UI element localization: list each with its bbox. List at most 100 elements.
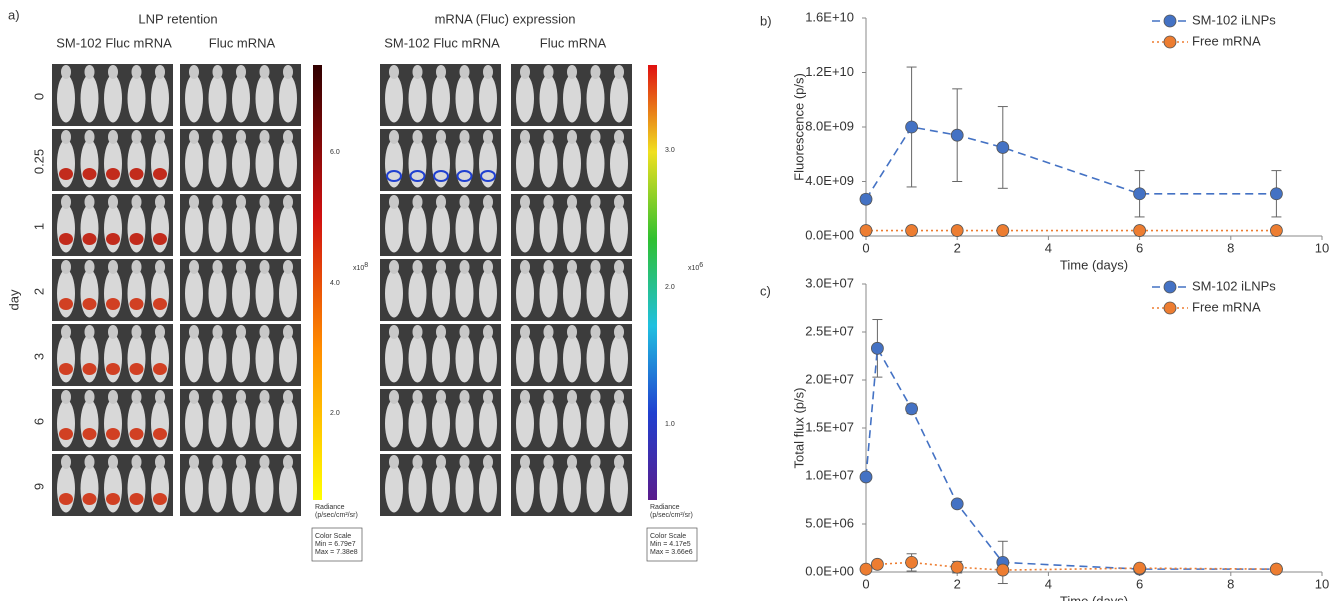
mouse	[151, 204, 169, 253]
mouse	[455, 204, 474, 253]
mouse	[279, 399, 297, 448]
mouse	[455, 139, 474, 188]
signal	[106, 298, 120, 310]
mouse-head	[567, 260, 577, 274]
mouse-head	[155, 260, 165, 274]
signal	[456, 170, 473, 182]
mouse	[479, 204, 497, 253]
mouse	[586, 464, 605, 513]
colorbar-unit: (p/sec/cm²/sr)	[650, 512, 693, 519]
signal	[82, 363, 97, 375]
mouse-head	[459, 65, 470, 79]
mouse-head	[61, 390, 71, 404]
mouse-head	[459, 390, 470, 404]
mouse-head	[614, 390, 624, 404]
marker	[905, 120, 918, 134]
signal	[59, 363, 73, 375]
mouse-head	[567, 130, 577, 144]
mouse	[151, 74, 169, 123]
mouse-head	[212, 65, 223, 79]
mouse	[104, 74, 122, 123]
mouse	[104, 269, 122, 318]
mouse-head	[108, 390, 118, 404]
marker	[1270, 187, 1283, 201]
mouse	[232, 139, 250, 188]
mouse	[610, 139, 628, 188]
mouse	[385, 204, 403, 253]
marker	[905, 224, 918, 237]
mouse-head	[483, 390, 493, 404]
signal	[82, 493, 97, 505]
mouse-head	[236, 65, 246, 79]
mouse	[255, 269, 274, 318]
mouse-head	[543, 130, 554, 144]
mouse	[127, 269, 146, 318]
mouse	[208, 399, 227, 448]
mouse	[127, 464, 146, 513]
scale-box-text: Max = 7.38e8	[315, 549, 358, 556]
mouse	[80, 399, 99, 448]
mouse	[408, 399, 427, 448]
mouse-head	[259, 195, 270, 209]
signal	[106, 168, 120, 180]
mouse	[127, 74, 146, 123]
mouse-head	[155, 390, 165, 404]
colorbar-tick-label: 1.0	[665, 421, 675, 428]
mouse	[432, 334, 450, 383]
marker	[950, 128, 964, 142]
mouse	[586, 139, 605, 188]
x-tick-label: 0	[862, 576, 869, 591]
mouse	[127, 399, 146, 448]
mouse-head	[155, 130, 165, 144]
row-label: 2	[31, 288, 46, 295]
mouse	[539, 269, 558, 318]
mouse-head	[459, 260, 470, 274]
mouse	[563, 334, 581, 383]
mouse	[151, 334, 169, 383]
legend-label: SM-102 iLNPs	[1192, 12, 1276, 27]
mouse	[127, 334, 146, 383]
mouse-head	[155, 65, 165, 79]
signal	[409, 170, 426, 182]
mouse	[432, 399, 450, 448]
mouse	[516, 269, 534, 318]
mouse	[279, 334, 297, 383]
mouse	[151, 399, 169, 448]
row-label: 0.25	[31, 149, 46, 174]
x-tick-label: 8	[1227, 576, 1234, 591]
mouse	[610, 464, 628, 513]
mouse-head	[84, 195, 95, 209]
mouse-head	[567, 195, 577, 209]
y-tick-label: 1.0E+07	[805, 467, 854, 482]
row-axis-label: day	[6, 289, 21, 310]
scale-box	[646, 527, 698, 562]
signal	[480, 170, 496, 182]
mouse	[479, 334, 497, 383]
mouse	[408, 269, 427, 318]
mouse-head	[590, 455, 601, 469]
column-header: SM-102 Fluc mRNA	[56, 35, 172, 50]
mouse-head	[520, 130, 530, 144]
mouse-head	[590, 390, 601, 404]
mouse-head	[483, 195, 493, 209]
y-tick-label: 2.0E+07	[805, 371, 854, 386]
scale-box-text: Min = 4.17e5	[650, 541, 691, 548]
x-tick-label: 4	[1045, 240, 1052, 255]
column-header: SM-102 Fluc mRNA	[384, 35, 500, 50]
signal	[153, 428, 167, 440]
mouse	[516, 464, 534, 513]
mouse	[255, 464, 274, 513]
mouse-head	[567, 455, 577, 469]
mouse-head	[520, 390, 530, 404]
mouse-head	[84, 130, 95, 144]
mouse-head	[436, 455, 446, 469]
signal	[59, 298, 73, 310]
marker	[1270, 224, 1283, 237]
mouse	[516, 74, 534, 123]
mouse	[563, 399, 581, 448]
mouse-head	[108, 195, 118, 209]
mouse	[255, 74, 274, 123]
mouse-head	[108, 260, 118, 274]
legend-marker	[1163, 280, 1177, 294]
mouse	[127, 139, 146, 188]
